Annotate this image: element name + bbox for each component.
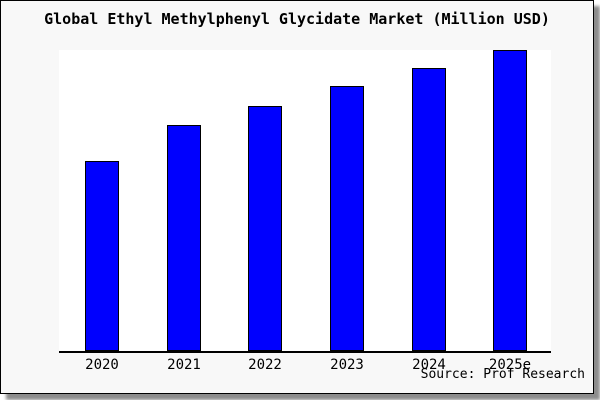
bar-2023 bbox=[330, 86, 364, 351]
x-tick-label-2025e: 2025e bbox=[488, 357, 532, 373]
bar-2025e bbox=[493, 50, 527, 351]
x-tick-label-2023: 2023 bbox=[330, 357, 364, 373]
bar-2021 bbox=[167, 125, 201, 351]
bar-2020 bbox=[85, 161, 119, 351]
chart-title: Global Ethyl Methylphenyl Glycidate Mark… bbox=[44, 10, 550, 28]
bar-2022 bbox=[248, 106, 282, 351]
bar-2024 bbox=[412, 68, 446, 351]
x-axis-line bbox=[59, 351, 551, 353]
chart-card: Global Ethyl Methylphenyl Glycidate Mark… bbox=[0, 0, 594, 394]
plot-area bbox=[59, 50, 551, 351]
x-tick-label-2022: 2022 bbox=[248, 357, 282, 373]
source-label: Source: Prof Research bbox=[420, 367, 585, 382]
x-tick-label-2020: 2020 bbox=[85, 357, 119, 373]
x-tick-label-2024: 2024 bbox=[412, 357, 446, 373]
x-tick-label-2021: 2021 bbox=[167, 357, 201, 373]
